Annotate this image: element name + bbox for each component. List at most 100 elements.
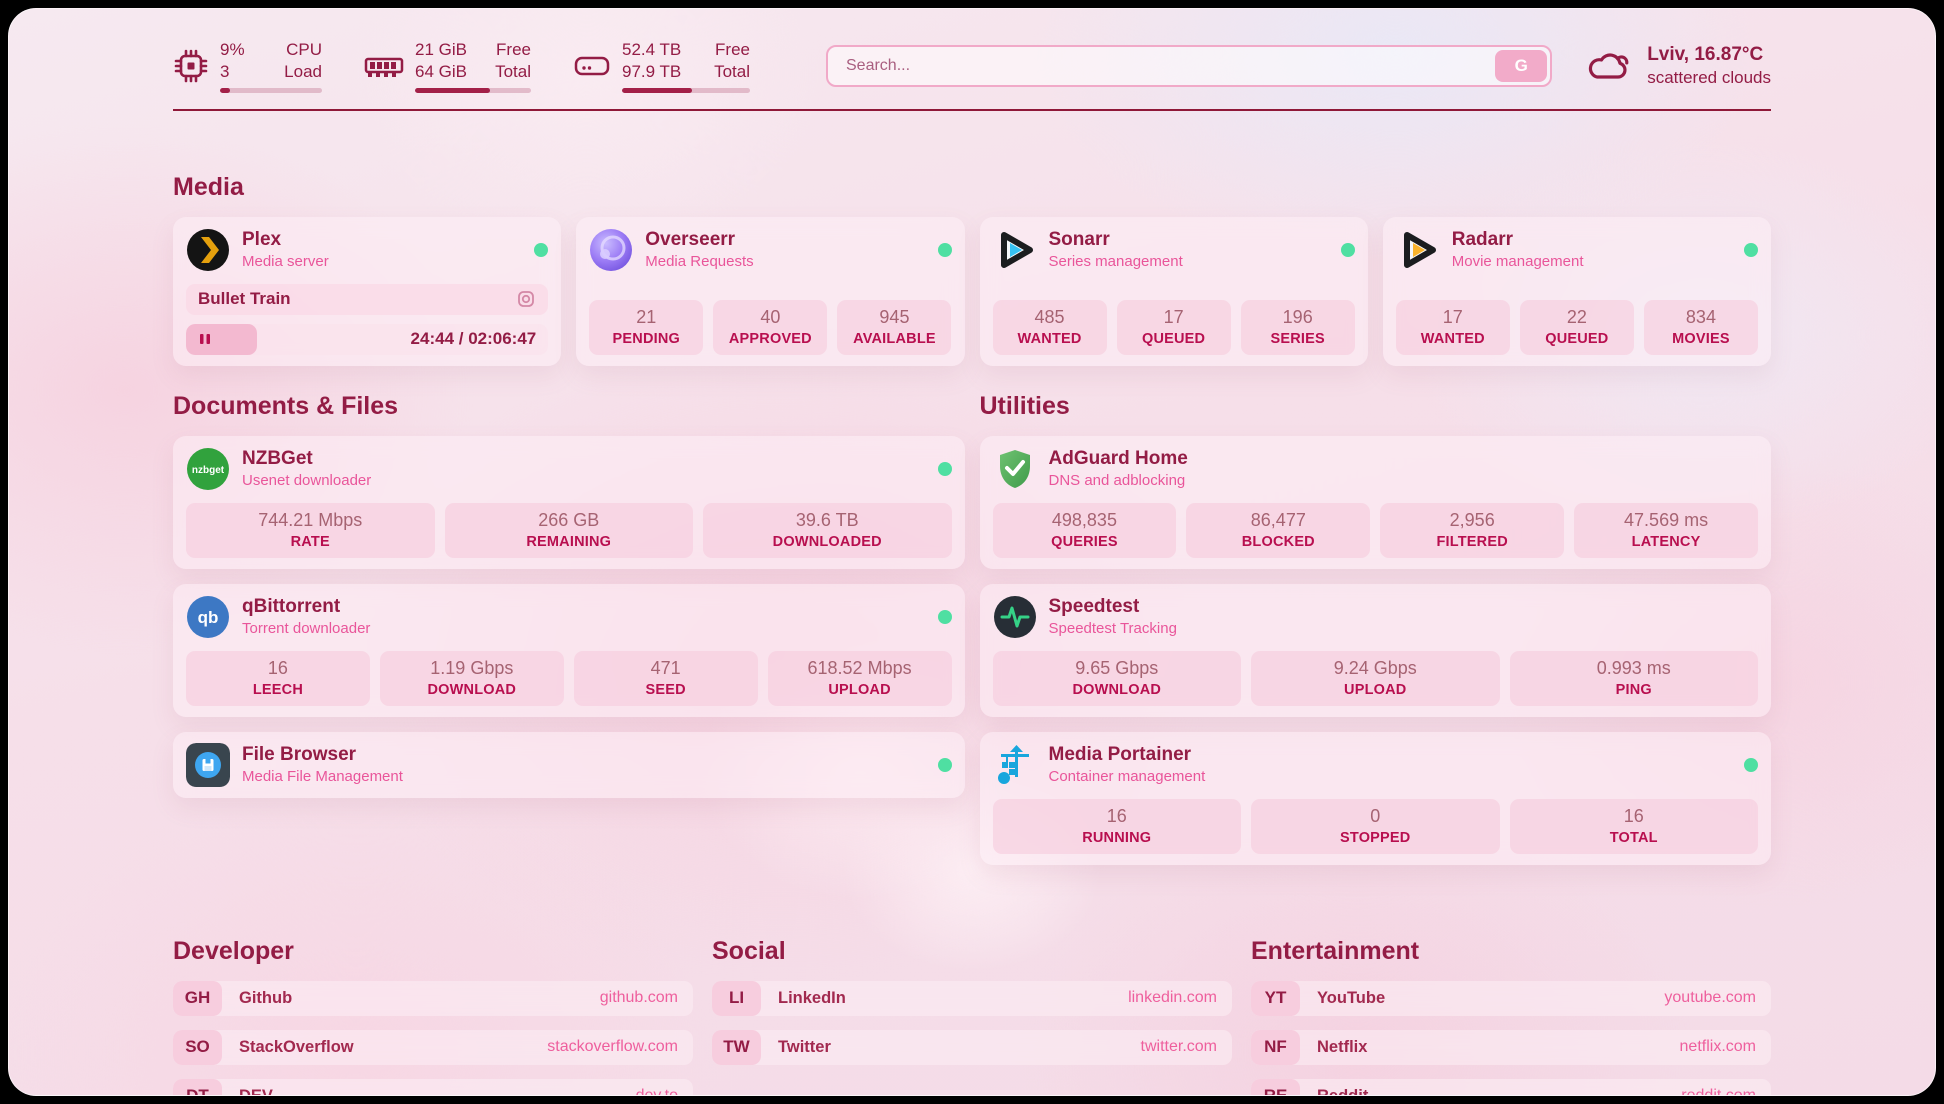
bookmark-abbr: GH (173, 980, 222, 1016)
documents-section-title: Documents & Files (173, 391, 399, 420)
disk-total-label: Total (714, 61, 750, 81)
developer-section-title: Developer (173, 936, 294, 965)
app-title: Media Portainer (1048, 744, 1192, 765)
app-title: Radarr (1451, 229, 1513, 250)
bookmark-url: github.com (599, 989, 678, 1006)
bookmark-linkedin[interactable]: LI LinkedIn linkedin.com (712, 980, 1232, 1016)
bookmark-name: Github (239, 988, 293, 1007)
ram-free-value: 21 GiB (415, 40, 467, 59)
stat-download: 1.19 Gbps DOWNLOAD (379, 650, 564, 706)
app-subtitle: Series management (1048, 253, 1183, 270)
app-title: AdGuard Home (1048, 448, 1188, 469)
disk-free-label: Free (715, 40, 750, 59)
cpu-count-value: 3 (220, 61, 230, 81)
playback-time: 24:44 / 02:06:47 (410, 329, 537, 348)
stat-latency: 47.569 ms LATENCY (1574, 502, 1758, 558)
stat-ping: 0.993 ms PING (1509, 650, 1758, 706)
filebrowser-card[interactable]: File Browser Media File Management (173, 731, 965, 798)
disk-progress-fill (622, 87, 693, 93)
stat-filtered: 2,956 FILTERED (1380, 502, 1565, 558)
app-title: Sonarr (1048, 229, 1110, 250)
stat-rate: 744.21 Mbps RATE (186, 502, 435, 558)
plex-now-playing: Bullet Train (186, 283, 549, 315)
disk-monitor: 52.4 TB 97.9 TB Free Total (573, 39, 750, 93)
bookmark-url: youtube.com (1664, 989, 1756, 1006)
stat-upload: 618.52 Mbps UPLOAD (767, 650, 952, 706)
weather-widget: Lviv, 16.87°C scattered clouds (1586, 44, 1771, 88)
app-subtitle: Speedtest Tracking (1048, 620, 1177, 637)
status-dot (1744, 242, 1758, 257)
stat-wanted: 485 WANTED (992, 299, 1107, 355)
cpu-load-label: Load (284, 61, 322, 81)
bookmark-stackoverflow[interactable]: SO StackOverflow stackoverflow.com (173, 1029, 693, 1065)
portainer-card[interactable]: Media Portainer Container management 16 … (979, 731, 1771, 865)
bookmark-name: LinkedIn (778, 988, 846, 1007)
bookmark-abbr: NF (1251, 1029, 1300, 1065)
bookmark-name: StackOverflow (239, 1037, 354, 1056)
qbittorrent-card[interactable]: qb qBittorrent Torrent downloader 16 LEE… (173, 583, 965, 717)
bookmark-url: reddit.com (1681, 1087, 1756, 1096)
app-subtitle: Media Requests (645, 253, 754, 270)
bookmark-reddit[interactable]: RE Reddit reddit.com (1251, 1078, 1771, 1096)
topbar-divider (173, 108, 1771, 111)
bookmark-github[interactable]: GH Github github.com (173, 980, 693, 1016)
stat-download: 9.65 Gbps DOWNLOAD (992, 650, 1241, 706)
stat-seed: 471 SEED (573, 650, 758, 706)
cloud-icon (1586, 47, 1634, 85)
bookmark-abbr: DT (173, 1078, 222, 1095)
bookmark-url: dev.to (635, 1087, 678, 1096)
overseerr-icon (589, 228, 633, 272)
app-subtitle: Movie management (1451, 253, 1584, 270)
stat-queries: 498,835 QUERIES (992, 502, 1177, 558)
stat-leech: 16 LEECH (186, 650, 370, 706)
ram-total-value: 64 GiB (415, 61, 467, 81)
bookmark-url: stackoverflow.com (547, 1038, 678, 1055)
status-dot (534, 242, 549, 257)
disk-total-value: 97.9 TB (622, 61, 682, 81)
app-subtitle: Media File Management (242, 768, 403, 785)
nzbget-card[interactable]: nzbget NZBGet Usenet downloader 744.21 M… (173, 435, 965, 569)
app-subtitle: DNS and adblocking (1048, 472, 1186, 489)
bookmark-youtube[interactable]: YT YouTube youtube.com (1251, 980, 1771, 1016)
stat-queued: 22 QUEUED (1519, 299, 1634, 355)
svg-text:nzbget: nzbget (192, 465, 225, 476)
app-title: NZBGet (242, 448, 313, 469)
bookmark-abbr: RE (1251, 1078, 1300, 1095)
adguard-card[interactable]: AdGuard Home DNS and adblocking 498,835 … (979, 435, 1771, 569)
status-dot (937, 242, 952, 257)
plex-playback-progress: 24:44 / 02:06:47 (186, 323, 549, 355)
bookmark-netflix[interactable]: NF Netflix netflix.com (1251, 1029, 1771, 1065)
bookmark-url: linkedin.com (1128, 989, 1217, 1006)
bookmark-name: Reddit (1317, 1086, 1369, 1096)
playback-progress-fill (186, 323, 257, 355)
google-search-button[interactable]: G (1495, 49, 1548, 82)
cast-icon (516, 289, 536, 309)
status-dot (1744, 757, 1758, 772)
radarr-card[interactable]: Radarr Movie management 17 WANTED 22 QUE… (1382, 216, 1771, 366)
media-section-title: Media (173, 172, 244, 201)
ram-progress-bar (415, 87, 531, 93)
plex-card[interactable]: Plex Media server Bullet Train (173, 216, 562, 366)
cpu-icon (173, 48, 209, 84)
overseerr-card[interactable]: Overseerr Media Requests 21 PENDING 40 A… (576, 216, 965, 366)
plex-icon (186, 228, 230, 272)
app-title: Overseerr (645, 229, 736, 250)
bookmark-dev[interactable]: DT DEV dev.to (173, 1078, 693, 1096)
portainer-icon (993, 743, 1037, 787)
bookmark-abbr: YT (1251, 980, 1300, 1016)
bookmark-name: Netflix (1317, 1037, 1368, 1056)
app-subtitle: Container management (1048, 768, 1206, 785)
sonarr-card[interactable]: Sonarr Series management 485 WANTED 17 Q… (979, 216, 1368, 366)
bookmark-name: DEV (239, 1086, 273, 1096)
app-title: Speedtest (1048, 596, 1140, 617)
ram-progress-fill (415, 87, 491, 93)
search-input[interactable] (828, 56, 1551, 75)
bookmark-url: netflix.com (1679, 1038, 1756, 1055)
bookmark-name: Twitter (778, 1037, 831, 1056)
svg-text:qb: qb (198, 608, 219, 627)
speedtest-card[interactable]: Speedtest Speedtest Tracking 9.65 Gbps D… (979, 583, 1771, 717)
bookmark-twitter[interactable]: TW Twitter twitter.com (712, 1029, 1232, 1065)
speedtest-icon (993, 595, 1037, 639)
adguard-icon (993, 447, 1037, 491)
bookmark-name: YouTube (1317, 988, 1386, 1007)
